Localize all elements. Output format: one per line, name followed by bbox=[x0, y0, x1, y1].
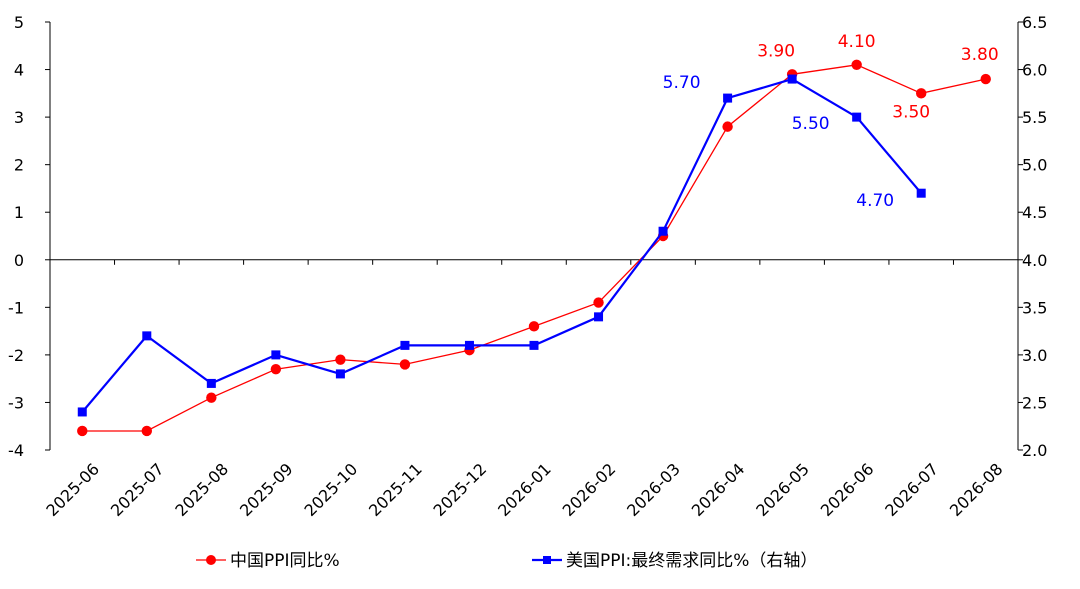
right-tick-label: 4.5 bbox=[1022, 203, 1047, 222]
series-point-0 bbox=[335, 354, 346, 365]
data-labels: 3.90 4.10 3.50 3.80 5.70 5.50 4.70 bbox=[663, 32, 999, 211]
series-point-0 bbox=[77, 425, 88, 437]
x-tick-label: 2025-11 bbox=[365, 459, 426, 520]
legend-label-0: 中国PPI同比% bbox=[230, 551, 340, 571]
axes: -4 -3 -2 -1 0 1 2 3 4 5 2.0 2.5 3.0 3.5 4.0 4.5 5.0 5.5 6.… bbox=[8, 13, 1047, 520]
left-tick-label: 4 bbox=[14, 61, 24, 80]
left-tick-label: 2 bbox=[14, 156, 24, 175]
series-point-1 bbox=[464, 340, 474, 350]
series-point-1 bbox=[594, 312, 604, 322]
legend: 中国PPI同比% 美国PPI:最终需求同比%（右轴） bbox=[196, 551, 817, 571]
series-point-0 bbox=[399, 359, 411, 370]
left-tick-label: 3 bbox=[14, 108, 24, 127]
series-layer bbox=[77, 59, 991, 437]
series-point-0 bbox=[141, 425, 152, 437]
x-tick-label: 2026-01 bbox=[494, 459, 555, 520]
legend-marker-1 bbox=[543, 556, 551, 564]
left-tick-label: 1 bbox=[14, 203, 24, 222]
series-point-0 bbox=[528, 321, 540, 332]
x-tick-label: 2026-06 bbox=[817, 459, 878, 520]
x-tick-label: 2026-02 bbox=[559, 459, 620, 520]
right-tick-label: 2.0 bbox=[1022, 441, 1047, 460]
series-point-1 bbox=[529, 340, 539, 350]
left-tick-label: -2 bbox=[8, 346, 24, 365]
x-tick-label: 2026-05 bbox=[752, 459, 813, 520]
series-point-0 bbox=[206, 392, 217, 403]
x-tick-label: 2026-08 bbox=[946, 459, 1007, 520]
legend-marker-0 bbox=[206, 555, 216, 565]
series-point-0 bbox=[722, 121, 733, 132]
series-point-1 bbox=[658, 226, 668, 236]
series-line-0 bbox=[82, 64, 986, 432]
right-tick-label: 4.0 bbox=[1022, 251, 1047, 270]
series-point-1 bbox=[916, 188, 926, 198]
x-tick-label: 2025-12 bbox=[430, 459, 491, 520]
right-tick-label: 5.5 bbox=[1022, 108, 1047, 127]
x-tick-label: 2025-08 bbox=[171, 459, 232, 520]
x-tick-label: 2025-09 bbox=[236, 459, 297, 520]
x-tick-label: 2026-04 bbox=[688, 459, 749, 520]
series-point-1 bbox=[77, 407, 87, 417]
series-point-1 bbox=[335, 369, 345, 379]
series-point-1 bbox=[852, 112, 862, 122]
series-point-1 bbox=[400, 340, 410, 350]
right-tick-label: 6.5 bbox=[1022, 13, 1047, 32]
x-tick-label: 2025-07 bbox=[107, 459, 168, 520]
series-point-0 bbox=[916, 88, 927, 99]
left-tick-label: 5 bbox=[14, 13, 24, 32]
data-label: 3.80 bbox=[961, 45, 999, 65]
series-point-0 bbox=[270, 363, 282, 375]
right-tick-label: 5.0 bbox=[1022, 156, 1047, 175]
x-tick-label: 2025-06 bbox=[42, 459, 103, 520]
series-point-1 bbox=[142, 331, 152, 341]
data-label: 5.50 bbox=[792, 114, 830, 134]
x-tick-label: 2026-07 bbox=[881, 459, 942, 520]
left-tick-label: -1 bbox=[8, 298, 24, 317]
data-label: 3.50 bbox=[892, 102, 930, 122]
left-tick-label: -4 bbox=[8, 441, 24, 460]
right-tick-label: 2.5 bbox=[1022, 393, 1047, 412]
data-label: 4.10 bbox=[838, 32, 876, 52]
series-point-0 bbox=[980, 73, 991, 85]
series-point-0 bbox=[593, 297, 604, 308]
series-point-1 bbox=[206, 378, 216, 388]
data-label: 4.70 bbox=[856, 191, 894, 211]
series-point-1 bbox=[271, 350, 281, 360]
series-line-1 bbox=[81, 77, 923, 413]
right-tick-label: 6.0 bbox=[1022, 61, 1047, 80]
series-point-1 bbox=[723, 93, 733, 103]
right-tick-label: 3.5 bbox=[1022, 298, 1047, 317]
series-point-0 bbox=[851, 59, 862, 70]
x-tick-label: 2025-10 bbox=[301, 459, 362, 520]
legend-label-1: 美国PPI:最终需求同比%（右轴） bbox=[566, 551, 817, 571]
series-point-1 bbox=[787, 74, 797, 84]
data-label: 3.90 bbox=[757, 41, 795, 61]
left-tick-label: -3 bbox=[8, 393, 24, 412]
data-label: 5.70 bbox=[663, 73, 701, 93]
left-tick-label: 0 bbox=[14, 251, 24, 270]
x-tick-label: 2026-03 bbox=[623, 459, 684, 520]
right-tick-label: 3.0 bbox=[1022, 346, 1047, 365]
